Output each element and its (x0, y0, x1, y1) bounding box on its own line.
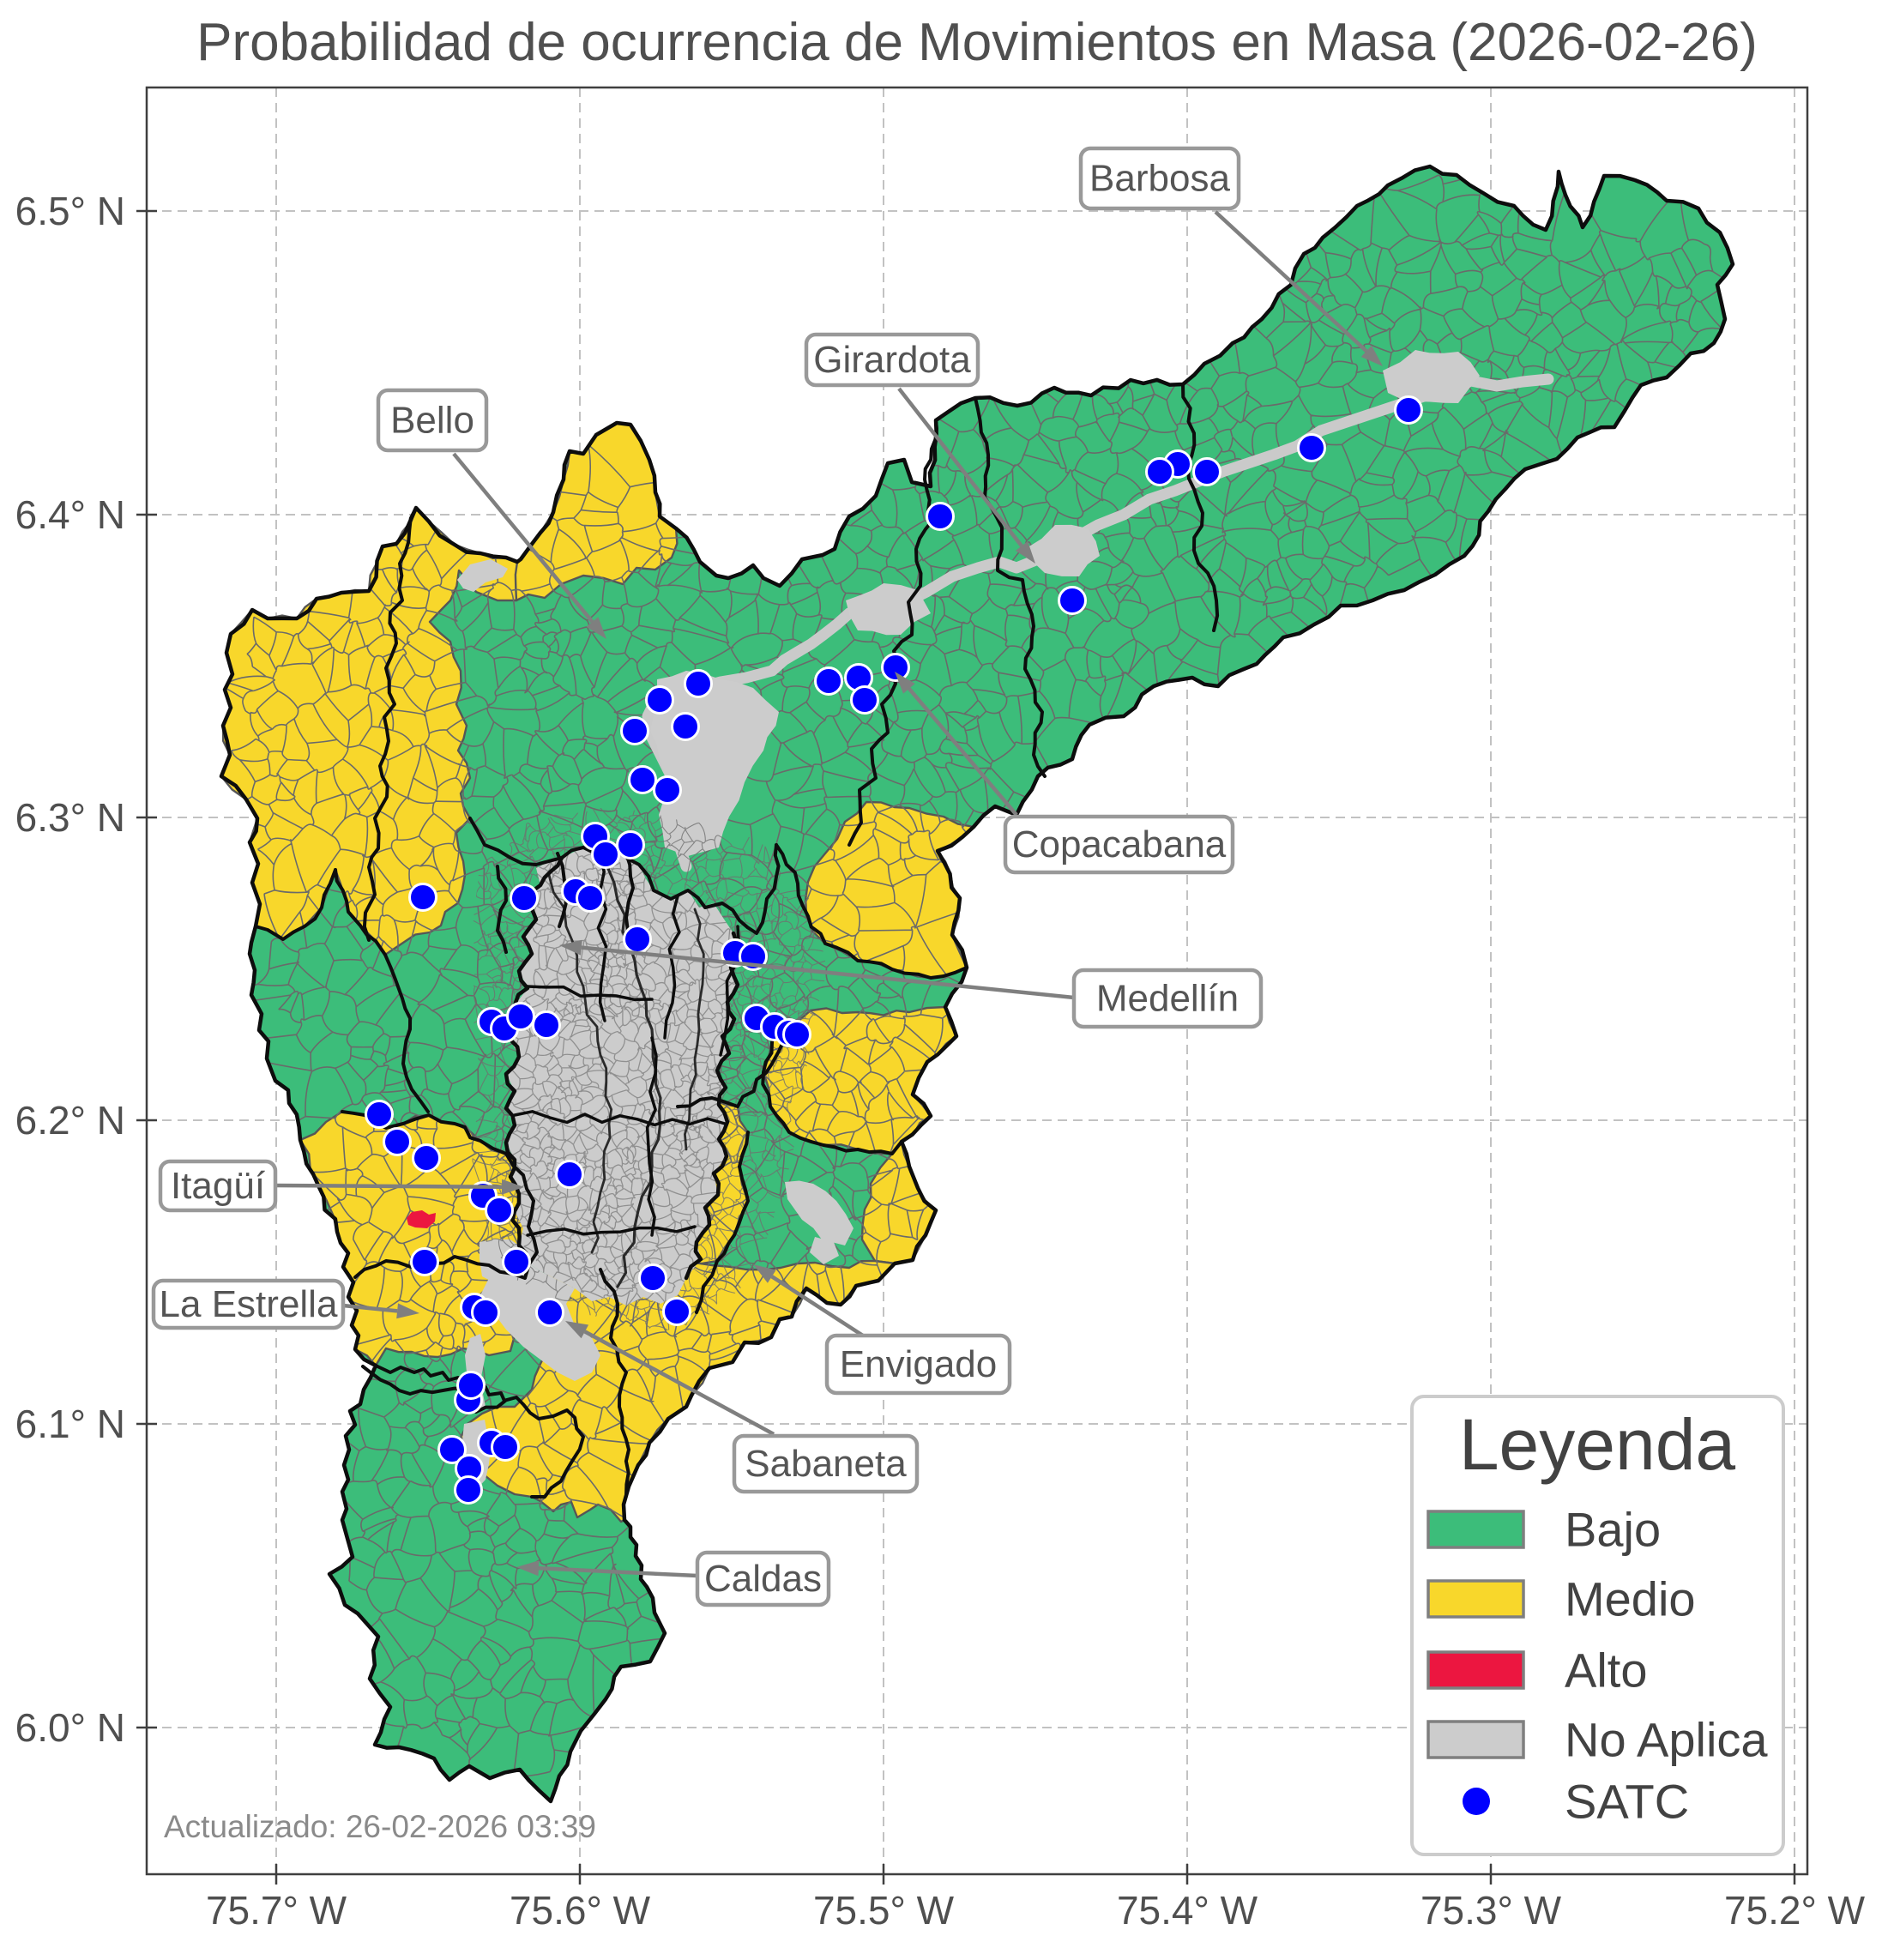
svg-text:75.2° W: 75.2° W (1724, 1888, 1866, 1933)
svg-text:75.4° W: 75.4° W (1117, 1888, 1258, 1933)
svg-text:Barbosa: Barbosa (1089, 158, 1230, 200)
svg-text:La Estrella: La Estrella (160, 1283, 338, 1325)
svg-text:Probabilidad de ocurrencia de: Probabilidad de ocurrencia de Movimiento… (196, 13, 1758, 72)
svg-text:Leyenda: Leyenda (1459, 1404, 1736, 1485)
svg-text:6.3° N: 6.3° N (15, 795, 125, 840)
svg-text:Itagüí: Itagüí (171, 1165, 266, 1207)
svg-text:6.4° N: 6.4° N (15, 492, 125, 537)
svg-text:75.5° W: 75.5° W (813, 1888, 955, 1933)
svg-text:6.5° N: 6.5° N (15, 189, 125, 233)
svg-text:Alto: Alto (1565, 1643, 1648, 1698)
svg-text:75.7° W: 75.7° W (206, 1888, 347, 1933)
svg-text:Caldas: Caldas (704, 1558, 822, 1600)
svg-text:Bello: Bello (390, 400, 474, 442)
svg-text:6.1° N: 6.1° N (15, 1402, 125, 1446)
svg-text:Bajo: Bajo (1565, 1503, 1661, 1557)
svg-text:SATC: SATC (1565, 1775, 1689, 1829)
svg-text:Medellín: Medellín (1096, 978, 1239, 1020)
svg-text:Copacabana: Copacabana (1012, 823, 1227, 865)
svg-text:Medio: Medio (1565, 1572, 1696, 1626)
svg-text:75.3° W: 75.3° W (1421, 1888, 1562, 1933)
svg-text:Envigado: Envigado (840, 1343, 997, 1385)
svg-text:6.0° N: 6.0° N (15, 1705, 125, 1750)
svg-text:No Aplica: No Aplica (1565, 1713, 1768, 1767)
svg-text:Sabaneta: Sabaneta (745, 1443, 907, 1485)
svg-text:75.6° W: 75.6° W (510, 1888, 651, 1933)
svg-text:Actualizado: 26-02-2026 03:39: Actualizado: 26-02-2026 03:39 (164, 1809, 596, 1844)
svg-text:Girardota: Girardota (813, 339, 971, 381)
svg-text:6.2° N: 6.2° N (15, 1098, 125, 1143)
